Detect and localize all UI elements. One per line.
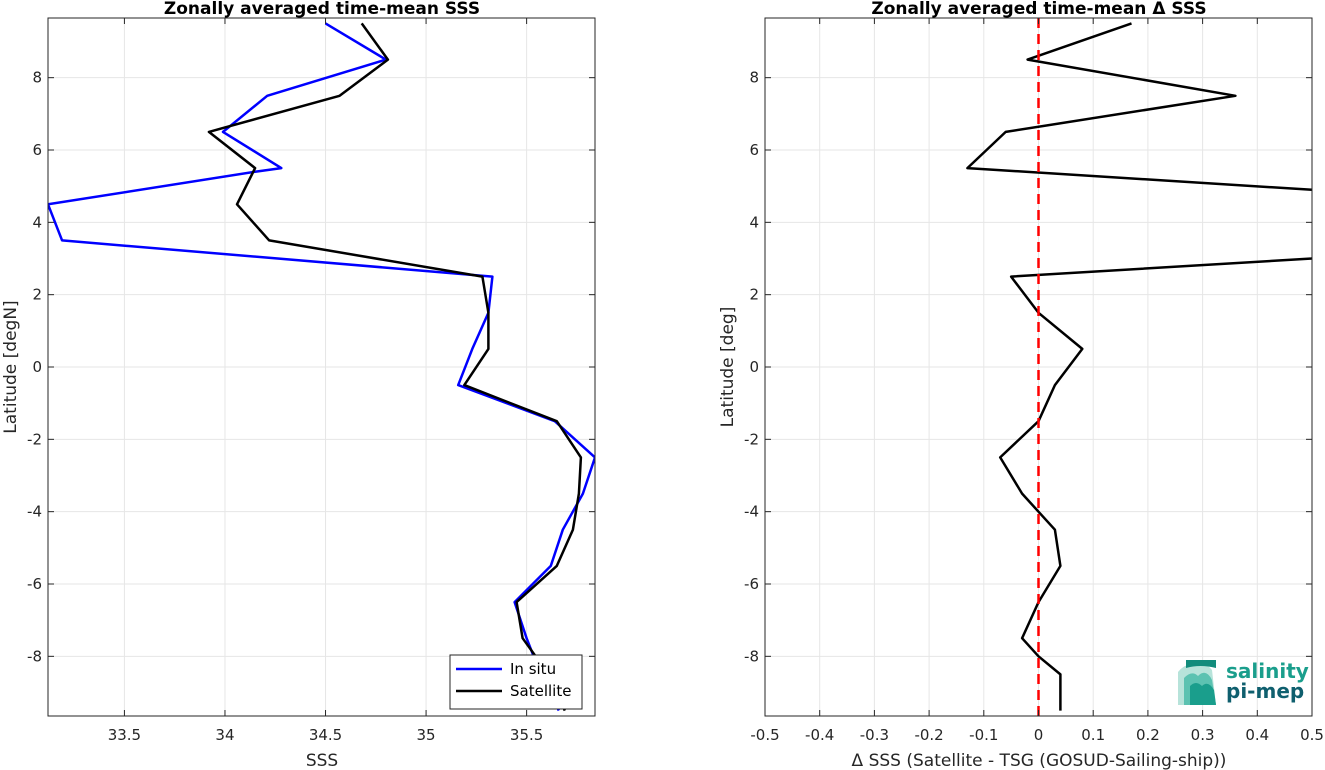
x-tick-label: -0.4	[805, 726, 834, 744]
x-axis-label: Δ SSS (Satellite - TSG (GOSUD-Sailing-sh…	[852, 751, 1227, 770]
chart-title: Zonally averaged time-mean SSS	[164, 0, 480, 19]
x-tick-label: 35	[417, 726, 436, 744]
y-tick-label: -8	[27, 647, 42, 665]
y-tick-label: 4	[749, 213, 759, 231]
logo-wave-icon	[1178, 660, 1216, 705]
y-tick-label: -6	[27, 575, 42, 593]
y-axis-label: Latitude [deg]	[718, 307, 738, 428]
logo-line-2: pi-mep	[1226, 679, 1304, 703]
x-tick-label: -0.1	[969, 726, 998, 744]
y-tick-label: 6	[32, 141, 42, 159]
x-tick-label: 33.5	[108, 726, 141, 744]
y-tick-label: 2	[32, 286, 42, 304]
y-tick-label: 2	[749, 286, 759, 304]
x-tick-label: 34	[215, 726, 234, 744]
y-tick-label: -8	[744, 647, 759, 665]
y-tick-label: -2	[27, 430, 42, 448]
y-tick-label: 6	[749, 141, 759, 159]
chart-title: Zonally averaged time-mean Δ SSS	[871, 0, 1206, 19]
y-tick-label: 0	[749, 358, 759, 376]
y-axis-label: Latitude [degN]	[1, 300, 21, 433]
delta-sss-panel: -0.5 -0.4 -0.3 -0.2 -0.1 0 0.1 0.2 0.3 0.4 0.5 -8 -6…	[718, 0, 1324, 770]
legend-entry: Satellite	[510, 682, 571, 700]
x-tick-label: -0.5	[750, 726, 779, 744]
series-line-in-situ	[48, 22, 595, 712]
y-tick-label: -2	[744, 430, 759, 448]
y-tick-label: -6	[744, 575, 759, 593]
legend: In situ Satellite	[449, 654, 583, 710]
series-line-0	[966, 22, 1312, 711]
legend-box	[449, 654, 583, 710]
y-tick-label: -4	[27, 503, 42, 521]
logo-line-1: salinity	[1226, 659, 1309, 683]
y-tick-label: -4	[744, 503, 759, 521]
series-line-satellite	[207, 22, 583, 712]
x-tick-label: 0.4	[1245, 726, 1269, 744]
x-tick-label: 0	[1034, 726, 1044, 744]
x-tick-label: 34.5	[309, 726, 342, 744]
x-tick-label: 0.2	[1136, 726, 1160, 744]
salinity-pimep-logo: salinity pi-mep	[1178, 659, 1309, 705]
x-tick-label: -0.3	[860, 726, 889, 744]
x-tick-label: 0.5	[1300, 726, 1324, 744]
y-tick-label: 4	[32, 213, 42, 231]
x-tick-label: 0.1	[1081, 726, 1105, 744]
x-axis-label: SSS	[306, 751, 338, 770]
legend-entry: In situ	[510, 660, 556, 678]
sss-panel: 33.5 34 34.5 35 35.5 -8 -6 -4 -2 0 2 4 6 8 Zonally ave…	[1, 0, 596, 770]
y-tick-label: 0	[32, 358, 42, 376]
y-tick-label: 8	[749, 69, 759, 87]
x-tick-label: 0.3	[1191, 726, 1215, 744]
x-tick-label: -0.2	[914, 726, 943, 744]
x-tick-label: 35.5	[510, 726, 543, 744]
y-tick-label: 8	[32, 69, 42, 87]
